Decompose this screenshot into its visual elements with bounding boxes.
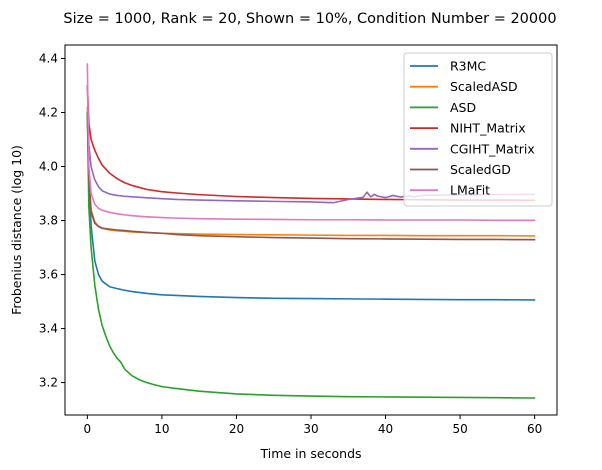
legend-label: LMaFit [450,183,490,198]
series-line-cgiht-matrix [86,84,536,204]
series-line-r3mc [86,111,536,301]
x-tick-label: 10 [154,422,169,436]
legend-box [403,52,553,207]
y-tick-label: 4.0 [39,160,58,174]
y-axis-label: Frobenius distance (log 10) [9,145,24,315]
y-tick-label: 3.6 [39,268,58,282]
series-layer [86,63,536,399]
x-tick-label: 50 [452,422,467,436]
series-line-lmafit [86,63,536,222]
y-tick-label: 3.4 [39,322,58,336]
legend-label: CGIHT_Matrix [450,141,535,156]
legend-label: ASD [450,100,476,115]
legend-label: NIHT_Matrix [450,121,526,136]
x-axis: 0 10 20 30 40 50 60 [84,415,542,436]
legend: R3MC ScaledASD ASD NIHT_Matrix CGIHT_Matrix S… [403,52,553,207]
legend-label: ScaledGD [450,162,511,177]
series-line-asd [86,111,536,399]
series-line-scaledgd [86,111,536,241]
legend-label: ScaledASD [450,79,518,94]
y-tick-label: 4.4 [39,52,58,66]
legend-label: R3MC [450,59,486,74]
chart-title: Size = 1000, Rank = 20, Shown = 10%, Con… [63,11,556,27]
y-axis: 3.2 3.4 3.6 3.8 4.0 4.2 4.4 [39,52,65,390]
x-tick-label: 40 [378,422,393,436]
y-tick-label: 3.8 [39,214,58,228]
y-tick-label: 4.2 [39,106,58,120]
x-tick-label: 20 [229,422,244,436]
x-tick-label: 60 [527,422,542,436]
x-axis-label: Time in seconds [259,446,361,461]
x-tick-label: 0 [84,422,92,436]
y-tick-label: 3.2 [39,376,58,390]
x-tick-label: 30 [303,422,318,436]
series-line-niht-matrix [86,84,536,202]
